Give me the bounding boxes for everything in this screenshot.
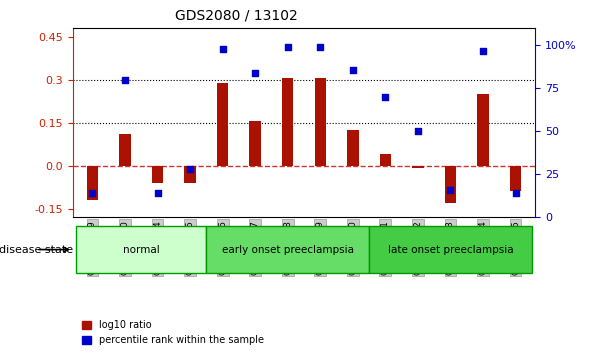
Text: normal: normal: [123, 245, 160, 255]
Text: GDS2080 / 13102: GDS2080 / 13102: [174, 9, 297, 23]
Point: [283, 44, 292, 50]
Bar: [510, 166, 521, 192]
Bar: [87, 166, 98, 200]
Text: disease state: disease state: [0, 245, 73, 255]
FancyBboxPatch shape: [369, 226, 532, 273]
FancyBboxPatch shape: [76, 226, 206, 273]
Point: [153, 190, 162, 196]
Point: [446, 187, 455, 193]
Bar: [119, 134, 131, 166]
Bar: [249, 121, 261, 166]
FancyBboxPatch shape: [206, 226, 369, 273]
Point: [348, 67, 358, 72]
Bar: [152, 166, 164, 183]
Point: [316, 44, 325, 50]
Point: [218, 46, 227, 52]
Point: [511, 190, 520, 196]
Bar: [314, 78, 326, 166]
Text: early onset preeclampsia: early onset preeclampsia: [222, 245, 354, 255]
Point: [250, 70, 260, 76]
Bar: [379, 154, 391, 166]
Legend: log10 ratio, percentile rank within the sample: log10 ratio, percentile rank within the …: [78, 316, 268, 349]
Bar: [347, 130, 359, 166]
Bar: [184, 166, 196, 183]
Point: [120, 77, 130, 82]
Text: late onset preeclampsia: late onset preeclampsia: [388, 245, 513, 255]
Bar: [477, 94, 489, 166]
Point: [381, 94, 390, 100]
Bar: [412, 166, 424, 169]
Bar: [444, 166, 456, 203]
Point: [88, 190, 97, 196]
Bar: [217, 83, 229, 166]
Bar: [282, 78, 294, 166]
Point: [185, 166, 195, 172]
Point: [413, 129, 423, 134]
Point: [478, 48, 488, 53]
